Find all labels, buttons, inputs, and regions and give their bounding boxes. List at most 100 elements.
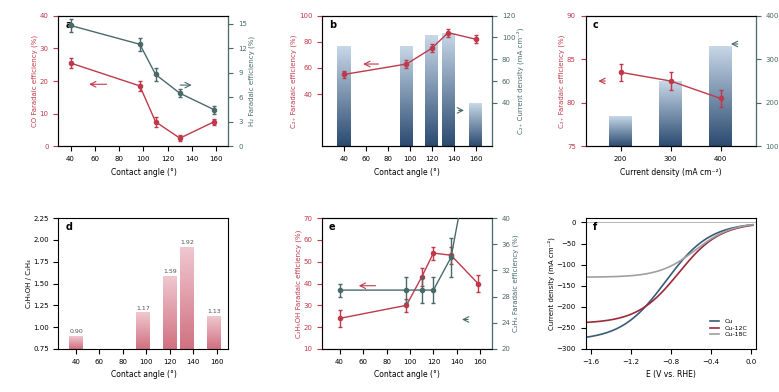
Bar xyxy=(442,50,455,51)
Bar xyxy=(469,127,482,128)
Bar xyxy=(163,326,177,327)
Bar xyxy=(181,291,195,292)
Bar xyxy=(163,306,177,307)
Bar xyxy=(442,128,455,129)
Bar xyxy=(710,96,732,97)
Bar xyxy=(442,52,455,53)
Bar xyxy=(442,80,455,82)
Bar xyxy=(425,70,439,71)
Bar xyxy=(442,54,455,55)
Bar xyxy=(163,288,177,289)
Bar xyxy=(425,144,439,145)
Bar xyxy=(710,58,732,59)
Bar xyxy=(710,136,732,137)
Bar xyxy=(442,140,455,141)
Bar xyxy=(181,261,195,262)
Bar xyxy=(659,87,682,88)
Bar xyxy=(163,290,177,291)
Bar xyxy=(181,252,195,253)
Bar xyxy=(163,342,177,343)
Bar xyxy=(181,310,195,311)
Bar xyxy=(337,128,351,129)
Bar xyxy=(710,130,732,131)
Bar xyxy=(181,316,195,317)
Bar xyxy=(659,134,682,135)
Bar xyxy=(710,134,732,135)
Bar xyxy=(659,143,682,144)
Text: c: c xyxy=(592,20,598,30)
Bar xyxy=(400,47,413,48)
Bar xyxy=(163,345,177,346)
Bar xyxy=(710,87,732,88)
Bar xyxy=(181,262,195,263)
Bar xyxy=(181,257,195,258)
Bar xyxy=(659,127,682,128)
Bar xyxy=(337,52,351,53)
Bar xyxy=(181,347,195,348)
Bar xyxy=(337,50,351,51)
Bar xyxy=(710,127,732,128)
Bar xyxy=(400,48,413,49)
Bar xyxy=(425,52,439,53)
Bar xyxy=(469,140,482,141)
Bar xyxy=(425,35,439,36)
Bar xyxy=(400,92,413,93)
Bar xyxy=(442,113,455,114)
Bar xyxy=(337,47,351,48)
Bar xyxy=(337,92,351,93)
Bar xyxy=(181,317,195,318)
Bar xyxy=(163,325,177,326)
Cu xyxy=(581,335,590,339)
Bar xyxy=(659,116,682,117)
Bar xyxy=(337,124,351,125)
Bar xyxy=(181,328,195,330)
Bar xyxy=(710,71,732,72)
Bar xyxy=(710,66,732,67)
Bar xyxy=(400,65,413,66)
Bar xyxy=(710,129,732,130)
Bar xyxy=(400,56,413,57)
Bar xyxy=(400,52,413,53)
Bar xyxy=(337,56,351,57)
Bar xyxy=(181,295,195,296)
Bar xyxy=(442,145,455,146)
Bar xyxy=(469,141,482,142)
Bar xyxy=(442,91,455,92)
Bar xyxy=(710,120,732,121)
Bar xyxy=(400,121,413,122)
Bar xyxy=(659,125,682,126)
Bar xyxy=(710,99,732,100)
Bar xyxy=(163,286,177,287)
Bar xyxy=(659,144,682,145)
Bar xyxy=(710,131,732,132)
Bar xyxy=(163,336,177,337)
Bar xyxy=(710,82,732,83)
Bar xyxy=(425,47,439,49)
Bar xyxy=(442,138,455,140)
Bar xyxy=(442,135,455,136)
Bar xyxy=(181,348,195,349)
Bar xyxy=(442,59,455,60)
Bar xyxy=(710,138,732,139)
Bar xyxy=(425,51,439,52)
Bar xyxy=(337,61,351,62)
Bar xyxy=(337,85,351,86)
Bar xyxy=(163,293,177,294)
Bar xyxy=(400,69,413,70)
Bar xyxy=(337,79,351,80)
Bar xyxy=(181,334,195,335)
Cu-12C xyxy=(744,223,753,228)
Bar xyxy=(425,87,439,89)
Bar xyxy=(181,346,195,347)
Bar xyxy=(442,36,455,37)
Bar xyxy=(337,98,351,99)
Bar xyxy=(400,120,413,121)
Bar xyxy=(400,88,413,89)
Bar xyxy=(425,98,439,99)
Bar xyxy=(400,138,413,139)
Bar xyxy=(337,62,351,63)
Bar xyxy=(400,76,413,77)
Bar xyxy=(425,114,439,115)
Bar xyxy=(442,118,455,119)
Bar xyxy=(442,78,455,79)
